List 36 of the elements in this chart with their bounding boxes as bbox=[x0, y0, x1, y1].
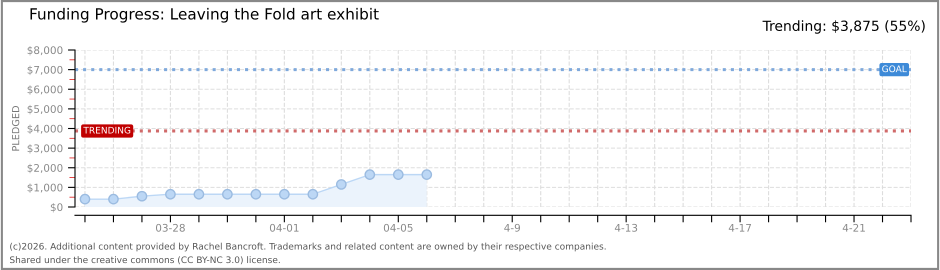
y-tick-label: $7,000 bbox=[28, 66, 63, 76]
point bbox=[80, 194, 90, 205]
y-tick-label: $1,000 bbox=[28, 183, 63, 193]
point bbox=[108, 194, 119, 205]
text: Shared under the creative commons (CC BY-NC 3.0) license. bbox=[10, 256, 280, 264]
point bbox=[194, 188, 204, 200]
y-tick-label: $8,000 bbox=[28, 46, 63, 56]
point bbox=[136, 190, 148, 202]
y-tick-label: $0 bbox=[50, 203, 63, 212]
point bbox=[392, 169, 404, 180]
x-tick-label: 04-01 bbox=[270, 224, 299, 232]
point bbox=[279, 188, 290, 200]
point bbox=[364, 169, 376, 180]
x-tick-label: 03-28 bbox=[156, 224, 185, 232]
point bbox=[165, 188, 176, 200]
point bbox=[336, 179, 347, 190]
y-axis-title: PLEDGED bbox=[12, 106, 20, 151]
y-tick-label: $6,000 bbox=[28, 85, 63, 95]
x-tick-label: 4-9 bbox=[504, 224, 520, 232]
text: (c)2026. Additional content provided by Rachel Bancroft. Trademarks and related content are owned by their respective companies. bbox=[10, 242, 606, 252]
x-tick-label: 4-13 bbox=[614, 224, 638, 232]
chart-title: Funding Progress: Leaving the Fold art exhibit bbox=[30, 8, 379, 23]
y-tick-label: $5,000 bbox=[28, 104, 63, 114]
ref-line-label: TRENDING bbox=[83, 126, 130, 134]
point bbox=[222, 188, 233, 200]
y-tick-label: $4,000 bbox=[28, 124, 63, 134]
point bbox=[250, 188, 262, 200]
x-tick-label: 04-05 bbox=[384, 224, 413, 232]
point bbox=[307, 188, 318, 200]
y-tick-label: $2,000 bbox=[28, 164, 63, 174]
point bbox=[421, 169, 432, 180]
x-tick-label: 4-17 bbox=[728, 224, 752, 232]
y-tick-label: $3,000 bbox=[28, 144, 63, 154]
x-tick-label: 4-21 bbox=[842, 224, 865, 232]
text: Trending: $3,875 (55%) bbox=[762, 20, 925, 34]
ref-line-label: GOAL bbox=[882, 65, 907, 72]
